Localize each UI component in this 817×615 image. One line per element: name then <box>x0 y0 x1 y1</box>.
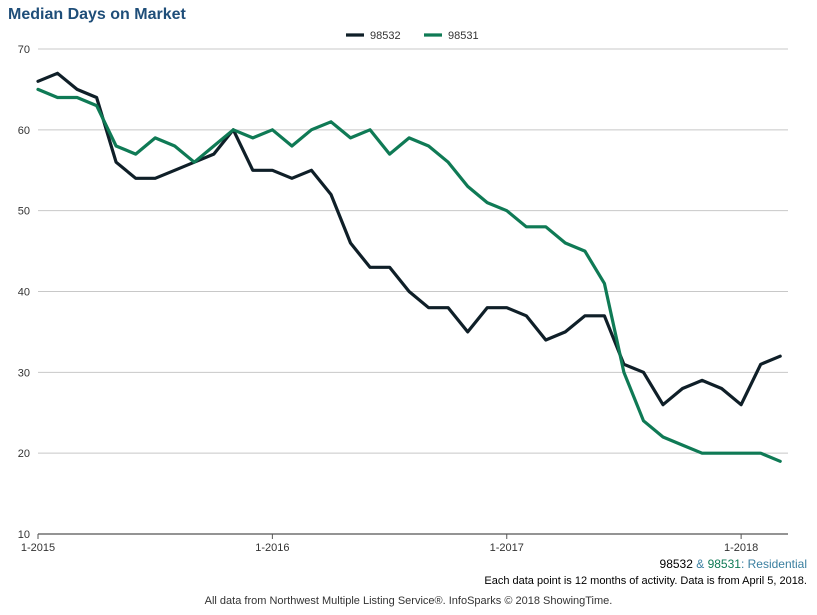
y-tick-label: 70 <box>18 44 30 56</box>
series-line-98531 <box>36 87 782 463</box>
y-tick-label: 10 <box>18 529 30 541</box>
activity-note: Each data point is 12 months of activity… <box>484 575 807 587</box>
legend-label-98532: 98532 <box>370 30 401 42</box>
y-tick-label: 50 <box>18 206 30 218</box>
gridlines <box>38 48 788 454</box>
series-caption: 98532 & 98531: Residential <box>660 557 807 571</box>
legend-label-98531: 98531 <box>448 30 479 42</box>
y-tick-label: 20 <box>18 448 30 460</box>
series-line-98532 <box>36 71 782 407</box>
series-lines <box>36 71 782 463</box>
source-note: All data from Northwest Multiple Listing… <box>204 595 613 607</box>
legend: 98532 98531 <box>346 30 479 42</box>
caption-zip-98531: 98531 <box>707 557 741 571</box>
y-tick-label: 60 <box>18 125 30 137</box>
caption-suffix: : Residential <box>740 557 807 571</box>
caption-ampersand: & <box>692 557 708 571</box>
axes: 10 20 30 40 50 60 70 1-2015 1-2016 1-2017 1-2018 <box>18 44 788 554</box>
y-tick-label: 30 <box>18 367 30 379</box>
chart-title: Median Days on Market <box>8 6 186 23</box>
y-tick-label: 40 <box>18 287 30 299</box>
x-tick-label: 1-2017 <box>490 542 524 554</box>
line-chart: 10 20 30 40 50 60 70 1-2015 1-2016 1-2017 1-2018 9… <box>18 30 788 554</box>
caption-zip-98532: 98532 <box>659 557 693 571</box>
x-tick-label: 1-2018 <box>724 542 758 554</box>
x-tick-label: 1-2015 <box>21 542 55 554</box>
x-tick-label: 1-2016 <box>255 542 289 554</box>
